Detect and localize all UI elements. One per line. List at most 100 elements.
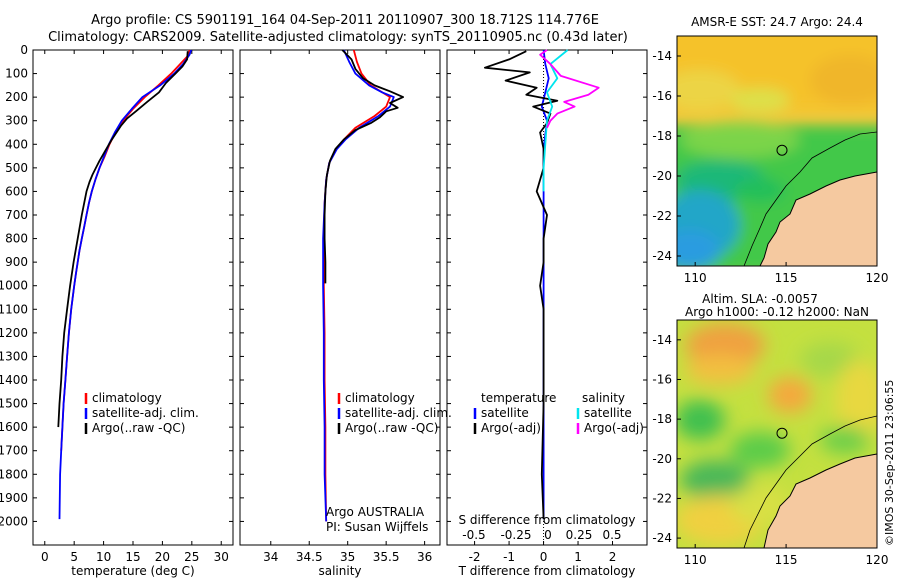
sla-map-frame [676, 319, 878, 549]
depth-tick-label: 800 [5, 232, 28, 246]
map-x-tick-label: 110 [684, 271, 707, 285]
x-tick-label: 34 [263, 550, 278, 564]
sla-land-mass [764, 454, 877, 548]
depth-tick-label: 0 [20, 43, 28, 57]
map-x-tick-label: 120 [866, 553, 889, 567]
figure-title-line2: Climatology: CARS2009. Satellite-adjuste… [48, 30, 628, 45]
sla-coastline [763, 453, 877, 548]
sst-map-field [677, 36, 877, 266]
map-y-tick-label: -20 [652, 169, 672, 183]
depth-tick-label: 1300 [0, 349, 28, 363]
series-line-1 [483, 50, 559, 520]
legend-label: Argo(..raw -QC) [92, 421, 185, 435]
map-y-tick-label: -18 [652, 129, 672, 143]
sla-map-title-line2: Argo h1000: -0.12 h2000: NaN [685, 305, 869, 319]
depth-tick-label: 1100 [0, 302, 28, 316]
x-tick-label: 34.5 [296, 550, 323, 564]
legend-label: Argo(-adj) [584, 421, 644, 435]
difference-legend: temperature salinitysatelliteArgo(-adj)sa… [473, 391, 644, 435]
difference-xlabel-top: S difference from climatology [459, 513, 636, 527]
depth-tick-label: 1200 [0, 326, 28, 340]
x-tick-label: 30 [214, 550, 229, 564]
x-tick-label: 25 [184, 550, 199, 564]
difference-series [483, 49, 600, 520]
depth-tick-label: 700 [5, 208, 28, 222]
temperature-ticks: 0 5 10 15 20 25 30 [33, 49, 233, 564]
sla-argo-marker [776, 427, 788, 439]
sst-bathymetry-contour [743, 131, 877, 266]
legend-label: satellite-adj. clim. [345, 406, 452, 420]
depth-tick-label: 1600 [0, 420, 28, 434]
depth-tick-label: 1800 [0, 467, 28, 481]
depth-tick-label: 900 [5, 255, 28, 269]
top-tick-label: 0 [544, 528, 552, 542]
salinity-note-line2: PI: Susan Wijffels [326, 520, 428, 534]
series-line-1 [58, 49, 193, 520]
series-line-2 [57, 51, 189, 428]
sla-map-title-line1: Altim. SLA: -0.0057 [702, 292, 818, 306]
sla-map-ticks: 110 115 120 -14 -16 -18 -20 -22 -24 [652, 333, 888, 567]
imos-credit: ©IMOS 30-Sep-2011 23:06:55 [883, 380, 896, 546]
sla-map-panel: Altim. SLA: -0.0057 Argo h1000: -0.12 h2… [652, 292, 888, 567]
x-tick-label: 10 [96, 550, 111, 564]
legend-label: satellite [584, 406, 632, 420]
x-tick-label: 35.5 [373, 550, 400, 564]
sst-map-frame [676, 35, 878, 267]
depth-tick-label: 200 [5, 90, 28, 104]
map-x-tick-label: 110 [684, 553, 707, 567]
sst-land-mass [760, 172, 877, 266]
map-y-tick-label: -16 [652, 89, 672, 103]
x-tick-label: 20 [155, 550, 170, 564]
legend-label: satellite [481, 406, 529, 420]
top-tick-label: 0.5 [602, 528, 621, 542]
map-y-tick-label: -22 [652, 209, 672, 223]
sst-map-ticks: 110 115 120 -14 -16 -18 -20 -22 -24 [652, 49, 888, 285]
legend-label: Argo(..raw -QC) [345, 421, 438, 435]
temperature-series [57, 49, 193, 520]
depth-tick-label: 1700 [0, 444, 28, 458]
x-tick-label: -2 [469, 550, 481, 564]
salinity-plot-frame [239, 49, 441, 546]
sla-map-field [677, 320, 877, 548]
depth-tick-label: 300 [5, 114, 28, 128]
legend-title-temperature: temperature [481, 391, 556, 405]
sst-map-panel: AMSR-E SST: 24.7 Argo: 24.4 110 115 120 -14… [652, 15, 888, 285]
map-x-tick-label: 120 [866, 271, 889, 285]
difference-panel: -2 -1 0 1 2 -0.5 -0.25 0 0.25 0.5 T difference fr… [446, 49, 648, 578]
depth-tick-label: 500 [5, 161, 28, 175]
salinity-note-line1: Argo AUSTRALIA [326, 505, 425, 519]
map-x-tick-label: 115 [775, 271, 798, 285]
x-tick-label: 5 [70, 550, 78, 564]
temperature-xlabel: temperature (deg C) [71, 564, 194, 578]
salinity-ticks: 34 34.5 35 35.5 36 [240, 49, 440, 564]
series-line-2 [542, 49, 569, 192]
map-y-tick-label: -16 [652, 372, 672, 386]
map-y-tick-label: -22 [652, 491, 672, 505]
series-line-1 [322, 49, 395, 522]
x-tick-label: 15 [125, 550, 140, 564]
sst-map-title: AMSR-E SST: 24.7 Argo: 24.4 [691, 15, 863, 29]
depth-tick-label: 100 [5, 67, 28, 81]
depth-tick-label: 2000 [0, 514, 28, 528]
salinity-xlabel: salinity [318, 564, 361, 578]
series-line-2 [323, 49, 405, 284]
legend-label: satellite-adj. clim. [92, 406, 199, 420]
x-tick-label: 0 [540, 550, 548, 564]
x-tick-label: 2 [609, 550, 617, 564]
temperature-panel: 0100200300400500600700800900100011001200… [0, 43, 234, 578]
figure-title-line1: Argo profile: CS 5901191_164 04-Sep-2011… [91, 13, 599, 28]
depth-axis-labels: 0 100 200 300 400 500 600 700 800 900 1000 1100 1200… [0, 43, 28, 528]
difference-xlabel: T difference from climatology [458, 564, 636, 578]
series-line-3 [539, 49, 600, 129]
depth-tick-label: 1500 [0, 397, 28, 411]
legend-label: climatology [92, 391, 162, 405]
map-y-tick-label: -20 [652, 452, 672, 466]
x-tick-label: 0 [41, 550, 49, 564]
sla-bathymetry-contour [743, 415, 877, 548]
map-y-tick-label: -14 [652, 333, 672, 347]
series-line-0 [322, 49, 391, 522]
legend-label: climatology [345, 391, 415, 405]
map-x-tick-label: 115 [775, 553, 798, 567]
